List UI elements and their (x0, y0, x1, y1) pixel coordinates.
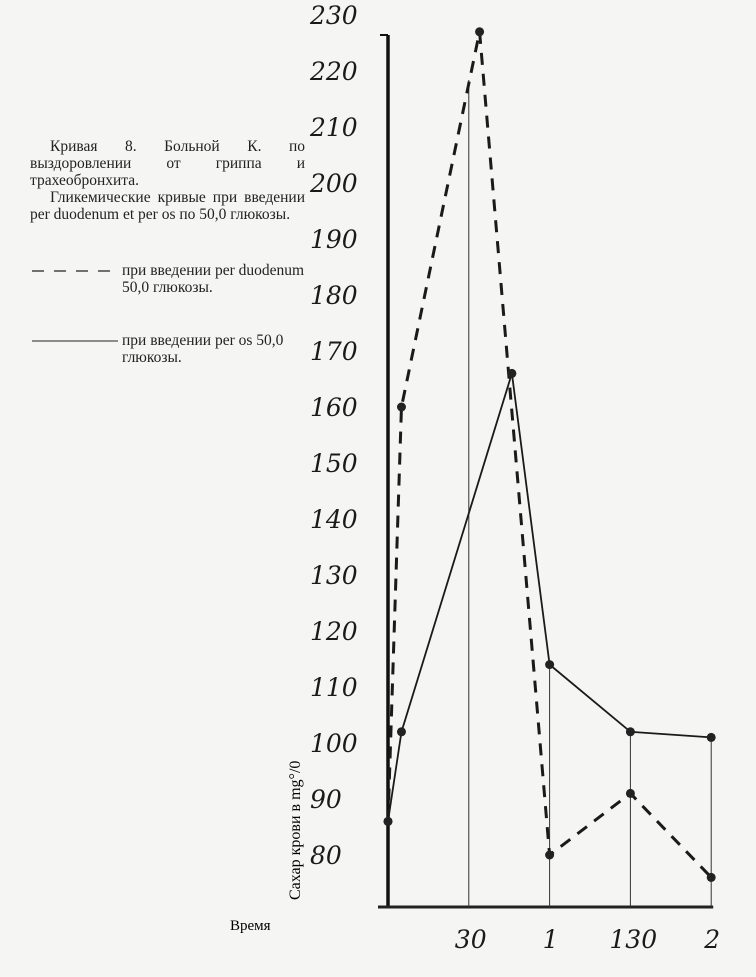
data-point-dashed (625, 788, 635, 798)
data-point-solid (383, 816, 393, 826)
data-point-solid (625, 727, 635, 737)
data-point-solid (396, 727, 406, 737)
caption: Кривая 8. Больной К. по выздоровлении от… (30, 138, 305, 223)
y-tick-label: 120 (310, 617, 358, 646)
data-point-dashed (396, 402, 406, 412)
x-axis-label: Время (230, 918, 271, 934)
y-tick-label: 200 (309, 169, 358, 198)
x-tick-label: 130 (609, 925, 657, 954)
x-tick-label: 30 (455, 925, 487, 954)
y-tick-label: 230 (309, 1, 358, 30)
y-tick-label: 180 (310, 281, 358, 310)
legend-dashed-label: при введении per duodenum 50,0 глюкозы. (122, 262, 305, 296)
y-tick-label: 110 (310, 673, 358, 702)
y-tick-label: 150 (310, 449, 358, 478)
data-point-dashed (545, 850, 555, 860)
legend-solid-label: при введении per os 50,0 глюкозы. (122, 332, 284, 366)
y-tick-label: 100 (310, 729, 358, 758)
y-tick-label: 160 (310, 393, 358, 422)
y-tick-label: 190 (310, 225, 358, 254)
y-tick-label: 140 (310, 505, 358, 534)
y-tick-label: 170 (310, 337, 358, 366)
data-point-dashed (475, 27, 485, 37)
caption-title: Кривая 8. Больной К. по выздоровлении от… (30, 138, 305, 189)
y-tick-label: 210 (309, 113, 358, 142)
x-tick-label: 2 (703, 925, 720, 954)
y-tick-label: 90 (310, 785, 342, 814)
y-tick-label: 220 (309, 57, 358, 86)
series-line-dashed (386, 31, 713, 879)
caption-subtitle: Гликемические кривые при введении per du… (30, 189, 305, 223)
series-line-solid (387, 373, 712, 822)
x-tick-label: 1 (543, 925, 559, 954)
data-point-solid (507, 368, 517, 378)
y-tick-label: 130 (310, 561, 358, 590)
data-point-solid (545, 660, 555, 670)
y-axis-label: Сахар крови в mg°/0 (287, 761, 304, 900)
y-tick-label: 80 (310, 841, 342, 870)
data-point-dashed (706, 872, 716, 882)
data-point-solid (706, 732, 716, 742)
